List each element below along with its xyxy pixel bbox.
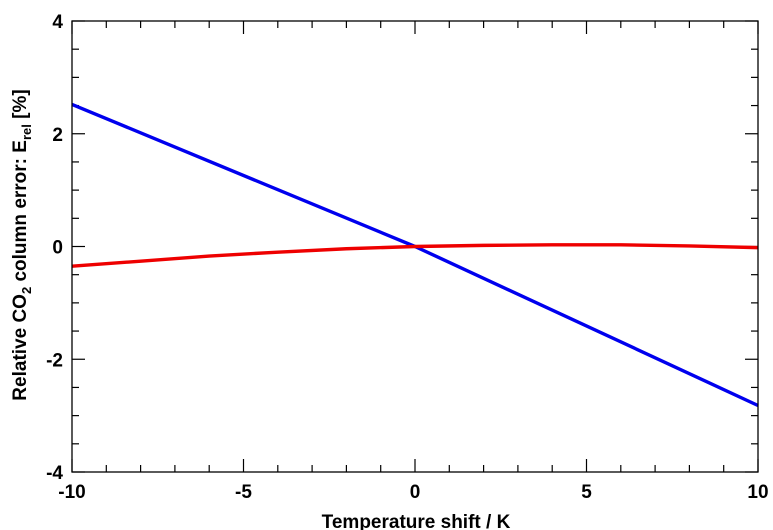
x-tick-label: 10 bbox=[747, 482, 768, 503]
y-axis-label-sub2: rel bbox=[19, 124, 34, 140]
x-axis-label: Temperature shift / K bbox=[322, 512, 511, 530]
series-layer bbox=[71, 102, 759, 408]
y-tick-label: 4 bbox=[52, 12, 63, 33]
y-tick-label: 2 bbox=[52, 125, 63, 146]
x-tick-label: 0 bbox=[410, 482, 421, 503]
x-tick-label: 5 bbox=[581, 482, 592, 503]
plot-frame bbox=[71, 20, 759, 473]
y-tick-label: -4 bbox=[46, 463, 63, 484]
y-axis-label-part1: Relative CO bbox=[10, 294, 31, 401]
x-tick-label: -10 bbox=[58, 482, 85, 503]
y-tick-label: 0 bbox=[52, 238, 63, 259]
y-axis-label: Relative CO2 column error: Erel [%] bbox=[10, 89, 34, 400]
x-tick-label: -5 bbox=[235, 482, 252, 503]
y-axis-label-sub1: 2 bbox=[19, 287, 34, 294]
y-axis-label-part2: column error: E bbox=[10, 140, 31, 287]
series-line-2 bbox=[71, 243, 759, 268]
y-axis-label-part3: [%] bbox=[10, 89, 31, 124]
y-tick-label: -2 bbox=[46, 350, 63, 371]
series-line-1 bbox=[71, 102, 759, 408]
labels-layer: -10 -5 0 5 10 -4 -2 0 2 4 bbox=[46, 12, 768, 503]
